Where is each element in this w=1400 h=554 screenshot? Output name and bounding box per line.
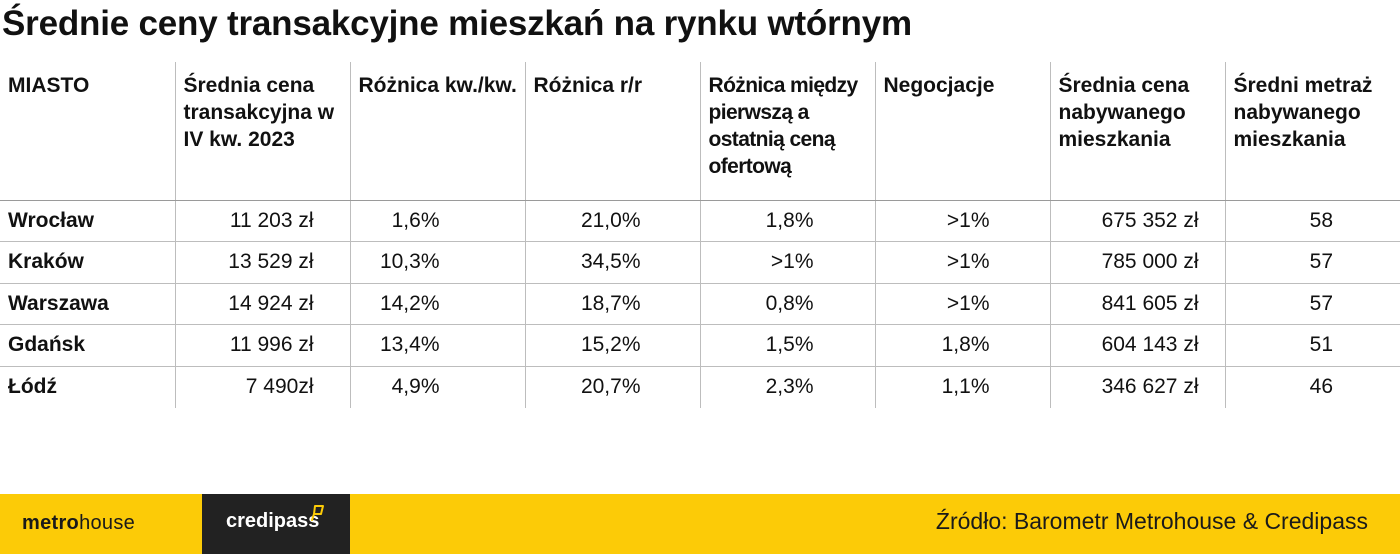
avg-apartment-size-cell: 57 (1224, 241, 1400, 284)
offer-price-difference-cell: >1% (699, 241, 875, 284)
credipass-logo-box: credipass (202, 494, 350, 554)
city-cell: Gdańsk (0, 324, 175, 367)
header-city: MIASTO (0, 62, 175, 201)
avg-apartment-price-cell: 675 352 zł (1049, 200, 1225, 242)
city-cell: Warszawa (0, 283, 175, 325)
offer-price-difference-cell: 1,8% (699, 200, 875, 242)
avg-apartment-size-cell: 57 (1224, 283, 1400, 325)
metrohouse-logo-bold: metro (22, 512, 80, 534)
yoy-change-cell: 20,7% (524, 366, 700, 408)
negotiations-cell: >1% (874, 200, 1050, 242)
avg-transaction-price-cell: 14 924 zł (174, 283, 350, 325)
city-cell: Wrocław (0, 200, 175, 242)
prices-table: MIASTO Średnia cena transakcyjna w IV kw… (0, 62, 1400, 408)
qoq-change-cell: 4,9% (349, 366, 525, 408)
negotiations-cell: >1% (874, 283, 1050, 325)
offer-price-difference-cell: 0,8% (699, 283, 875, 325)
avg-transaction-price-cell: 11 996 zł (174, 324, 350, 367)
avg-transaction-price-cell: 7 490zł (174, 366, 350, 408)
table-row: Gdańsk 11 996 zł 13,4% 15,2% 1,5% 1,8% 6… (0, 324, 1400, 367)
yoy-change-cell: 15,2% (524, 324, 700, 367)
table-row: Warszawa 14 924 zł 14,2% 18,7% 0,8% >1% … (0, 283, 1400, 325)
negotiations-cell: 1,1% (874, 366, 1050, 408)
header-avg-apartment-price: Średnia cena nabywanego mieszkania (1049, 62, 1225, 201)
source-note: Źródło: Barometr Metrohouse & Credipass (935, 508, 1368, 534)
city-cell: Kraków (0, 241, 175, 284)
negotiations-cell: 1,8% (874, 324, 1050, 367)
header-avg-transaction-price: Średnia cena transakcyjna w IV kw. 2023 (174, 62, 350, 201)
footer-bar: metrohouse credipass Źródło: Barometr Me… (0, 494, 1400, 554)
page-title: Średnie ceny transakcyjne mieszkań na ry… (2, 4, 912, 43)
header-negotiations: Negocjacje (874, 62, 1050, 201)
table-row: Wrocław 11 203 zł 1,6% 21,0% 1,8% >1% 67… (0, 200, 1400, 242)
metrohouse-logo-light: house (79, 512, 136, 534)
table-header-row: MIASTO Średnia cena transakcyjna w IV kw… (0, 62, 1400, 201)
header-avg-apartment-size: Średni metraż nabywanego mieszkania (1224, 62, 1400, 201)
avg-apartment-price-cell: 841 605 zł (1049, 283, 1225, 325)
avg-apartment-size-cell: 58 (1224, 200, 1400, 242)
table-row: Łódź 7 490zł 4,9% 20,7% 2,3% 1,1% 346 62… (0, 366, 1400, 408)
header-qoq-change: Różnica kw./kw. (349, 62, 525, 201)
avg-apartment-size-cell: 46 (1224, 366, 1400, 408)
table-row: Kraków 13 529 zł 10,3% 34,5% >1% >1% 785… (0, 241, 1400, 284)
avg-apartment-price-cell: 785 000 zł (1049, 241, 1225, 284)
credipass-logo: credipass (226, 510, 320, 532)
avg-transaction-price-cell: 11 203 zł (174, 200, 350, 242)
offer-price-difference-cell: 2,3% (699, 366, 875, 408)
avg-apartment-price-cell: 604 143 zł (1049, 324, 1225, 367)
header-offer-price-difference: Różnica między pierwszą a ostatnią ceną … (699, 62, 875, 201)
kite-outline-icon (311, 505, 324, 521)
yoy-change-cell: 34,5% (524, 241, 700, 284)
avg-transaction-price-cell: 13 529 zł (174, 241, 350, 284)
yoy-change-cell: 21,0% (524, 200, 700, 242)
qoq-change-cell: 1,6% (349, 200, 525, 242)
avg-apartment-price-cell: 346 627 zł (1049, 366, 1225, 408)
offer-price-difference-cell: 1,5% (699, 324, 875, 367)
negotiations-cell: >1% (874, 241, 1050, 284)
metrohouse-logo: metrohouse (22, 512, 135, 535)
qoq-change-cell: 14,2% (349, 283, 525, 325)
qoq-change-cell: 10,3% (349, 241, 525, 284)
yoy-change-cell: 18,7% (524, 283, 700, 325)
city-cell: Łódź (8, 375, 57, 398)
qoq-change-cell: 13,4% (349, 324, 525, 367)
header-yoy-change: Różnica r/r (524, 62, 700, 201)
avg-apartment-size-cell: 51 (1224, 324, 1400, 367)
